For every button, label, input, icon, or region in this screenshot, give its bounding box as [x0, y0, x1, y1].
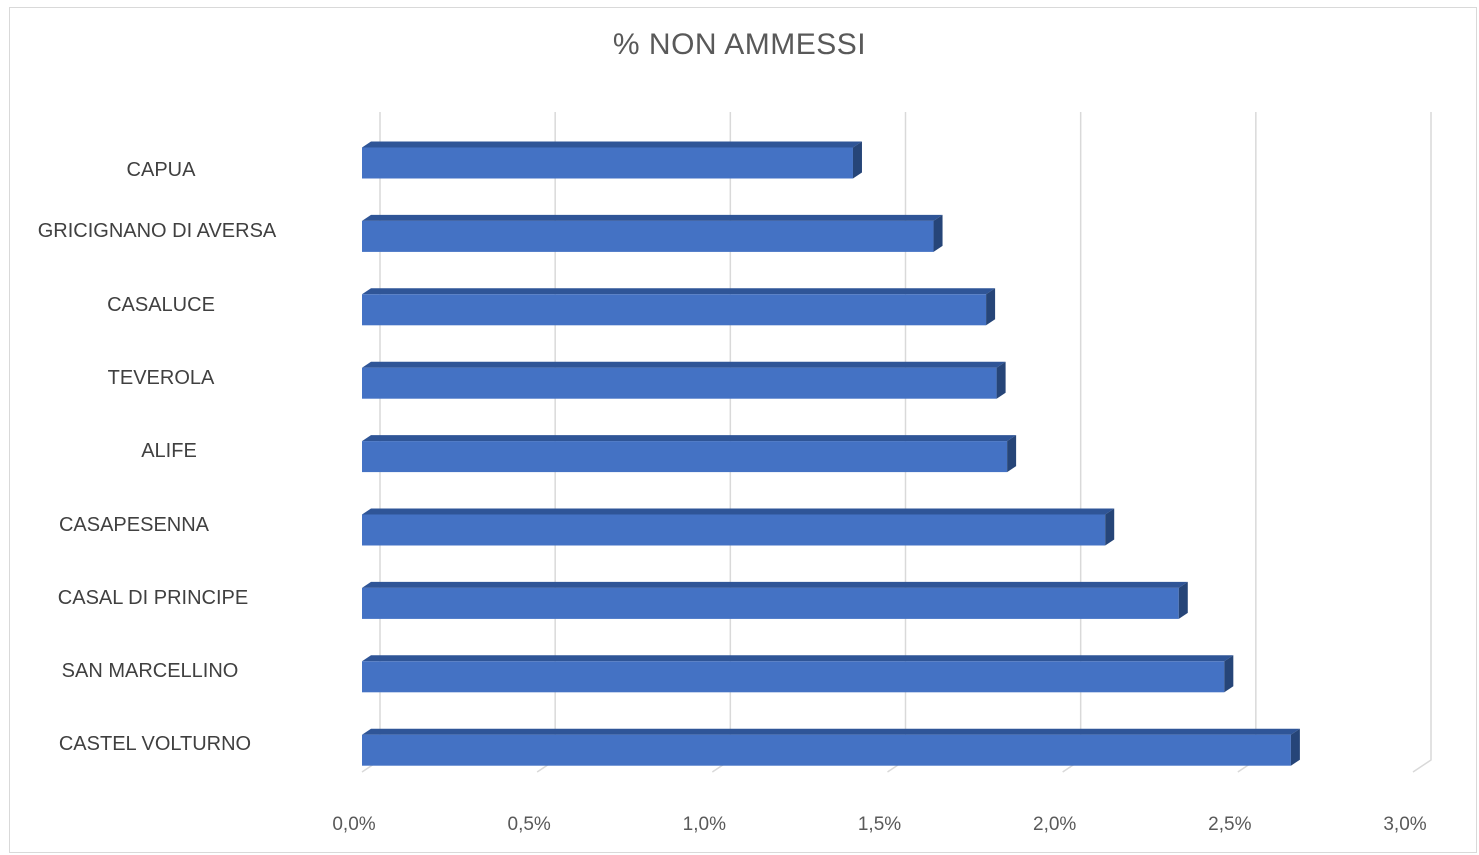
- x-tick-label-5: 2,5%: [1208, 814, 1251, 835]
- x-tick-label-4: 2,0%: [1033, 814, 1076, 835]
- bar-4: [362, 435, 1017, 473]
- bar-front-1: [362, 220, 934, 252]
- bar-top-7: [362, 655, 1234, 662]
- bar-0: [362, 141, 862, 179]
- bar-7: [362, 655, 1234, 693]
- bar-3: [362, 361, 1006, 399]
- bar-2: [362, 288, 996, 326]
- x-tick-label-1: 0,5%: [508, 814, 551, 835]
- category-label-7: SAN MARCELLINO: [62, 660, 239, 682]
- bar-front-6: [362, 587, 1179, 619]
- bar-top-2: [362, 288, 996, 295]
- bar-5: [362, 508, 1115, 546]
- bar-front-0: [362, 147, 853, 179]
- bar-front-3: [362, 367, 997, 399]
- category-label-4: ALIFE: [141, 440, 197, 462]
- bar-side-7: [1224, 655, 1234, 693]
- category-label-6: CASAL DI PRINCIPE: [58, 587, 248, 609]
- bar-side-8: [1290, 728, 1300, 766]
- bar-front-5: [362, 514, 1106, 546]
- bar-front-8: [362, 734, 1291, 766]
- bar-side-1: [933, 214, 943, 252]
- category-label-1: GRICIGNANO DI AVERSA: [38, 220, 277, 242]
- bar-side-6: [1178, 581, 1188, 619]
- category-label-0: CAPUA: [127, 159, 197, 181]
- bar-side-0: [852, 141, 862, 179]
- x-tick-labels: 0,0% 0,5% 1,0% 1,5% 2,0% 2,5% 3,0%: [332, 814, 1426, 835]
- bar-top-4: [362, 435, 1017, 442]
- bar-top-1: [362, 214, 943, 221]
- bar-top-3: [362, 361, 1006, 368]
- x-tick-label-0: 0,0%: [332, 814, 375, 835]
- category-label-3: TEVEROLA: [108, 367, 215, 389]
- x-tick-label-6: 3,0%: [1383, 814, 1426, 835]
- bar-top-0: [362, 141, 862, 148]
- bar-top-8: [362, 728, 1300, 735]
- bar-front-4: [362, 441, 1008, 473]
- bar-1: [362, 214, 943, 252]
- bars: [362, 141, 1300, 766]
- category-label-8: CASTEL VOLTURNO: [59, 733, 251, 755]
- bar-front-2: [362, 294, 987, 326]
- category-label-2: CASALUCE: [107, 294, 215, 316]
- bar-6: [362, 581, 1188, 619]
- gridline-6: [1412, 112, 1432, 773]
- x-tick-label-2: 1,0%: [683, 814, 726, 835]
- chart-title: % NON AMMESSI: [612, 28, 867, 61]
- bar-side-2: [986, 288, 996, 326]
- bar-8: [362, 728, 1300, 766]
- category-label-5: CASAPESENNA: [59, 514, 210, 536]
- bar-top-6: [362, 581, 1188, 588]
- category-labels: CAPUA GRICIGNANO DI AVERSA CASALUCE TEVEROL…: [38, 159, 277, 755]
- bar-side-5: [1105, 508, 1115, 546]
- gridline-5: [1237, 112, 1257, 773]
- bar-side-4: [1007, 435, 1017, 473]
- bar-front-7: [362, 661, 1225, 693]
- bar-top-5: [362, 508, 1115, 515]
- bar-side-3: [996, 361, 1006, 399]
- x-tick-label-3: 1,5%: [858, 814, 901, 835]
